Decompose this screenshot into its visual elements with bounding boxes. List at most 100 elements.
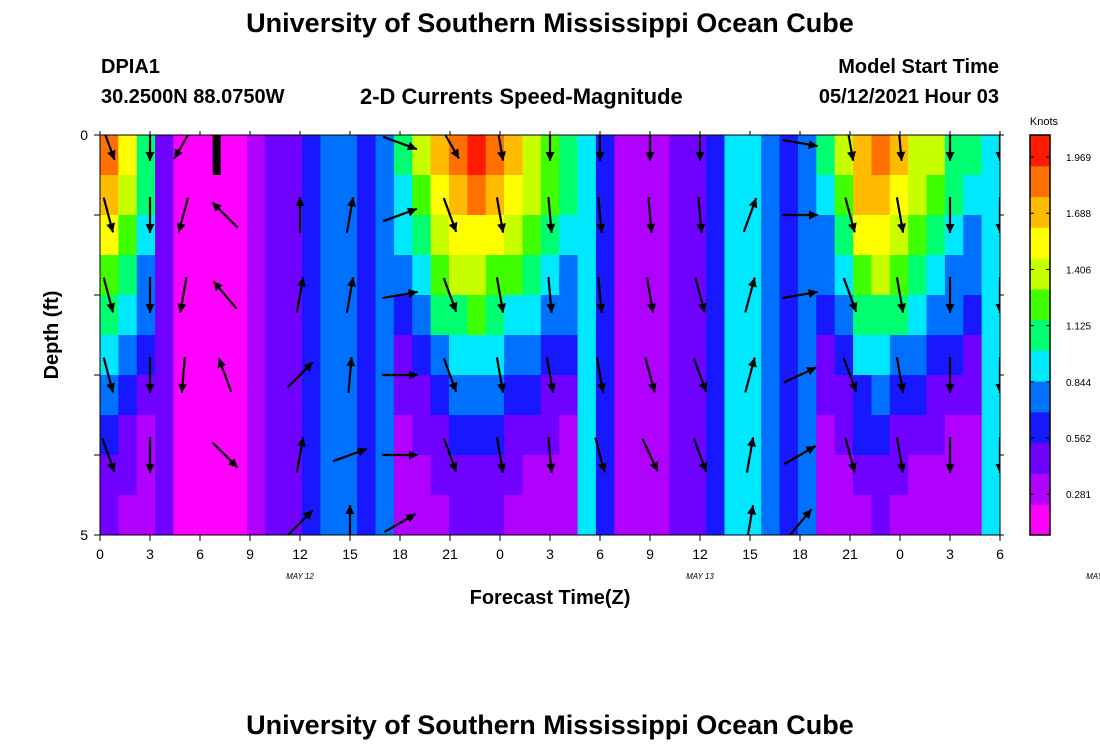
- heatmap-cell: [430, 335, 450, 376]
- heatmap-cell: [871, 175, 891, 216]
- arrow-head: [848, 381, 858, 392]
- arrow-head: [448, 221, 458, 232]
- heatmap-cell: [595, 215, 615, 256]
- heatmap-cell: [467, 175, 487, 216]
- colorbar-segment: [1030, 504, 1050, 536]
- heatmap-cell: [706, 135, 726, 176]
- heatmap-cell: [871, 215, 891, 256]
- heatmap-cell: [742, 255, 762, 296]
- heatmap-cell: [651, 175, 670, 216]
- x-tick-label: 12: [292, 546, 308, 562]
- heatmap-cell: [944, 495, 964, 535]
- heatmap-cell: [191, 295, 211, 336]
- current-arrow: [742, 197, 758, 233]
- heatmap-cell: [595, 495, 615, 535]
- heatmap-cell: [504, 455, 524, 496]
- heatmap-cell: [797, 335, 817, 376]
- heatmap-cell: [779, 335, 799, 376]
- heatmap-cell: [191, 375, 211, 416]
- heatmap-cell: [889, 415, 909, 456]
- x-tick-label: 0: [96, 546, 104, 562]
- current-arrow: [692, 357, 708, 393]
- current-arrow: [895, 197, 906, 233]
- heatmap-cell: [853, 295, 873, 336]
- current-arrow: [995, 197, 1000, 233]
- heatmap-cell: [926, 455, 946, 496]
- heatmap-cell: [761, 495, 781, 535]
- heatmap-cell: [559, 455, 579, 496]
- heatmap-cell: [742, 415, 762, 456]
- heatmap-cell: [926, 335, 946, 376]
- heatmap-cell: [926, 255, 946, 296]
- arrow-head: [646, 223, 656, 233]
- heatmap-cell: [944, 255, 964, 296]
- heatmap-cell: [155, 215, 175, 256]
- heatmap-cell: [614, 175, 634, 216]
- heatmap-cell: [504, 175, 524, 216]
- arrow-head: [945, 304, 955, 313]
- heatmap-cell: [632, 215, 652, 256]
- heatmap-cell: [522, 215, 542, 256]
- heatmap-cell: [816, 255, 836, 296]
- current-arrow: [345, 197, 356, 233]
- heatmap-cell: [338, 455, 358, 496]
- colorbar-tick-label: 1.406: [1066, 265, 1091, 276]
- heatmap-cell: [908, 335, 928, 376]
- heatmap-cell: [283, 215, 303, 256]
- arrow-head: [497, 303, 506, 313]
- x-tick-label: 15: [742, 546, 758, 562]
- current-arrow: [495, 197, 506, 233]
- heatmap-cell: [797, 455, 817, 496]
- heatmap-cell: [816, 455, 836, 496]
- heatmap-cell: [687, 415, 707, 456]
- heatmap-cell: [706, 215, 726, 256]
- heatmap-cell: [577, 495, 597, 535]
- x-tick-label: 3: [146, 546, 154, 562]
- heatmap-cell: [467, 295, 487, 336]
- arrow-head: [546, 303, 556, 313]
- heatmap-cell: [540, 175, 560, 216]
- heatmap-cell: [742, 335, 762, 376]
- heatmap-cell: [210, 295, 230, 336]
- heatmap-cell: [412, 215, 432, 256]
- arrow-head: [995, 152, 1000, 161]
- heatmap-cell: [430, 415, 450, 456]
- current-arrow: [744, 277, 757, 313]
- current-arrow: [645, 135, 655, 161]
- x-tick-label: 18: [392, 546, 408, 562]
- current-arrow: [594, 437, 607, 473]
- current-arrow: [382, 450, 418, 460]
- heatmap-cell: [504, 295, 524, 336]
- heatmap-cell: [136, 415, 156, 456]
- colorbar-frame: [1029, 134, 1051, 536]
- current-arrow: [145, 197, 155, 233]
- heatmap-cell: [265, 215, 285, 256]
- heatmap-cell: [981, 215, 1000, 256]
- heatmap-cell: [540, 295, 560, 336]
- heatmap-cell: [669, 455, 689, 496]
- current-arrow: [545, 135, 555, 161]
- current-arrow: [847, 135, 856, 161]
- heatmap-cell: [981, 335, 1000, 376]
- arrow-head: [545, 152, 555, 161]
- current-arrow: [945, 135, 955, 161]
- heatmap-cell: [944, 175, 964, 216]
- station-id: DPIA1: [101, 56, 160, 78]
- heatmap-cell: [155, 415, 175, 456]
- heatmap-cell: [871, 375, 891, 416]
- heatmap-cell: [412, 335, 432, 376]
- heatmap-cell: [375, 215, 395, 256]
- heatmap-cell: [173, 255, 193, 296]
- heatmap-cell: [246, 255, 266, 296]
- heatmap-cell: [265, 335, 285, 376]
- heatmap-cell: [761, 255, 781, 296]
- heatmap-cell: [724, 415, 744, 456]
- heatmap-cell: [173, 135, 193, 176]
- heatmap-cell: [173, 375, 193, 416]
- current-arrow: [995, 357, 1000, 393]
- heatmap-cell: [853, 335, 873, 376]
- x-tick-label: 0: [496, 546, 504, 562]
- current-arrow: [782, 289, 818, 300]
- heatmap-cell: [338, 335, 358, 376]
- heatmap-cell: [816, 215, 836, 256]
